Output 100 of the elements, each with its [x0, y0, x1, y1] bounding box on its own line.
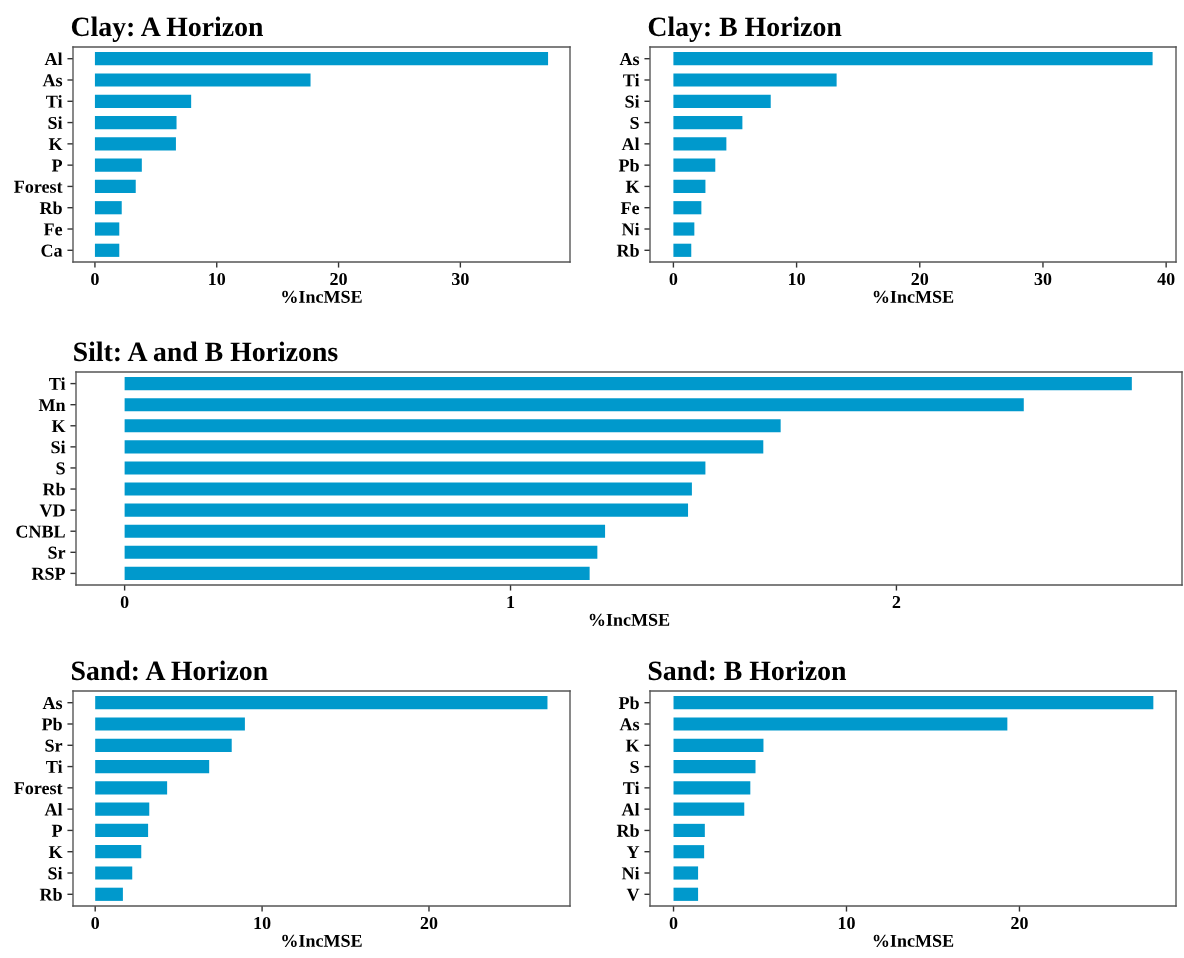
y-tick-label: Ni — [621, 866, 640, 880]
y-tick-label: Ca — [41, 244, 63, 257]
chart-title: Clay: B Horizon — [648, 16, 842, 42]
x-axis-title: %IncMSE — [282, 934, 362, 947]
bar — [673, 52, 1153, 66]
y-tick-label: P — [51, 824, 63, 837]
bar — [673, 759, 756, 774]
x-axis-title: %IncMSE — [589, 613, 670, 626]
bar — [673, 696, 1154, 710]
y-tick-label: Forest — [14, 782, 63, 795]
bar — [124, 419, 781, 433]
x-tick-label: 10 — [789, 272, 805, 286]
bar — [94, 94, 192, 108]
bar — [94, 73, 311, 87]
x-tick-label: 20 — [330, 272, 347, 286]
bar — [673, 94, 771, 108]
y-tick-label: Forest — [14, 180, 63, 193]
y-tick-label: Mn — [38, 399, 66, 411]
bar — [94, 243, 120, 257]
y-tick-label: As — [42, 697, 63, 710]
x-tick-label: 2 — [892, 595, 901, 608]
bar — [94, 158, 142, 172]
bar — [94, 222, 120, 236]
y-tick-label: Si — [48, 116, 63, 130]
bar — [124, 440, 764, 454]
y-tick-label: Ti — [49, 377, 66, 390]
x-tick-label: 20 — [911, 272, 929, 286]
bar — [95, 717, 245, 731]
bar — [124, 545, 598, 559]
y-tick-label: CNBL — [16, 525, 65, 538]
y-tick-label: Ti — [46, 760, 63, 773]
y-tick-label: Sr — [48, 546, 66, 559]
y-tick-label: Sr — [45, 739, 63, 752]
y-tick-label: Al — [44, 802, 63, 816]
x-axis-title: %IncMSE — [873, 934, 954, 947]
bar — [673, 179, 706, 194]
bar — [124, 377, 1132, 391]
x-tick-label: 0 — [669, 272, 678, 286]
y-tick-label: Ti — [623, 73, 640, 87]
y-tick-label: Si — [625, 95, 640, 108]
y-tick-label: Y — [626, 846, 640, 858]
bar — [95, 845, 142, 859]
y-tick-label: Pb — [41, 717, 62, 731]
y-tick-label: As — [42, 74, 63, 87]
y-tick-label: S — [630, 760, 639, 774]
bar — [673, 823, 705, 838]
bar — [673, 137, 727, 151]
y-tick-label: S — [630, 116, 639, 130]
y-tick-label: Al — [621, 137, 640, 151]
y-tick-label: Al — [621, 802, 640, 816]
y-tick-label: As — [619, 718, 640, 731]
bar — [124, 461, 706, 475]
x-tick-label: 20 — [420, 916, 438, 930]
bar — [94, 137, 176, 151]
bar — [673, 201, 702, 215]
chart-title: Clay: A Horizon — [71, 16, 263, 42]
x-tick-label: 10 — [838, 916, 855, 930]
bar — [673, 115, 743, 130]
y-tick-label: Rb — [39, 201, 62, 215]
bar — [673, 781, 751, 795]
bar — [95, 738, 232, 752]
chart-title: Sand: A Horizon — [72, 660, 268, 681]
y-tick-label: S — [56, 462, 65, 475]
y-tick-label: RSP — [31, 567, 66, 580]
y-tick-label: Pb — [618, 696, 639, 710]
y-tick-label: K — [51, 420, 66, 433]
y-tick-label: Si — [48, 866, 63, 880]
bar — [673, 717, 1008, 731]
y-tick-label: Rb — [616, 244, 639, 257]
x-tick-label: 20 — [1011, 916, 1028, 930]
x-tick-label: 0 — [120, 595, 129, 609]
bar — [94, 52, 549, 66]
y-tick-label: As — [619, 53, 640, 66]
y-tick-label: K — [625, 739, 640, 752]
y-tick-label: Al — [44, 52, 63, 65]
chart-title: Sand: B Horizon — [648, 660, 847, 681]
y-tick-label: K — [48, 846, 63, 858]
bar — [94, 115, 177, 130]
bar — [94, 179, 136, 194]
bar — [95, 866, 133, 880]
x-tick-label: 1 — [507, 596, 515, 608]
bar — [673, 738, 764, 752]
bar — [124, 524, 606, 538]
bar — [673, 222, 695, 236]
y-tick-label: Ti — [46, 95, 63, 108]
y-tick-label: Fe — [43, 223, 63, 236]
x-tick-label: 0 — [669, 916, 678, 930]
y-tick-label: Rb — [39, 888, 62, 901]
bar — [95, 823, 149, 838]
bar — [95, 802, 150, 816]
x-tick-label: 30 — [452, 272, 469, 286]
bar — [673, 802, 745, 816]
bar — [673, 243, 692, 257]
chart-title: Silt: A and B Horizons — [74, 341, 338, 362]
y-tick-label: Rb — [616, 824, 639, 837]
y-tick-label: Ti — [623, 781, 640, 795]
bar — [95, 781, 168, 795]
bar — [95, 759, 210, 774]
bar — [673, 845, 705, 859]
y-tick-label: Fe — [620, 202, 640, 215]
